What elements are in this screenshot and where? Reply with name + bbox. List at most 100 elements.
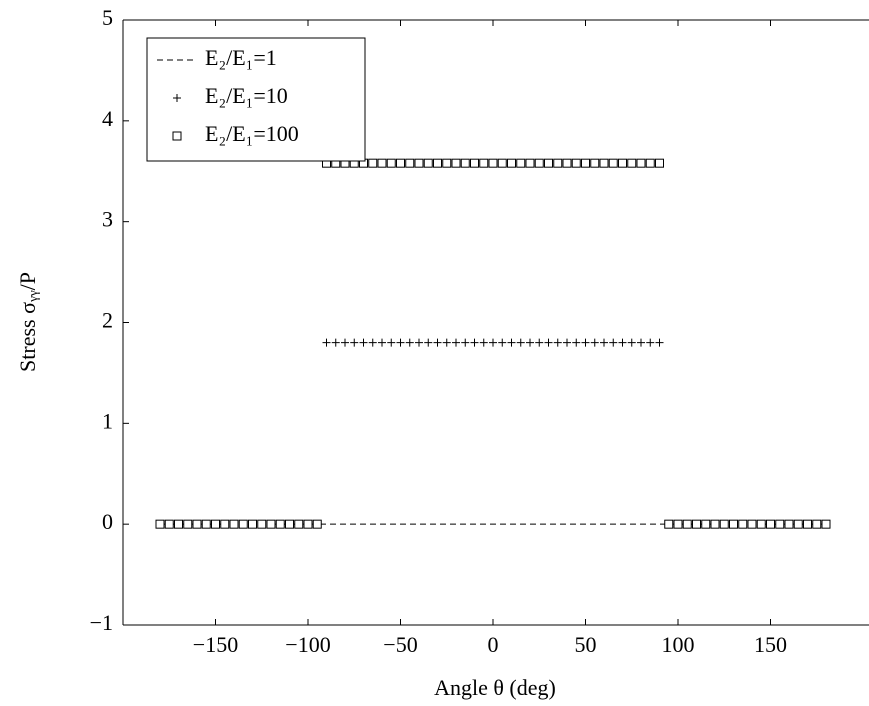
square-marker	[201, 519, 211, 529]
x-tick-label: −100	[285, 632, 330, 657]
square-marker	[479, 158, 489, 168]
square-marker	[692, 519, 701, 529]
plus-marker	[544, 338, 553, 347]
square-marker	[544, 158, 553, 168]
square-marker	[470, 158, 479, 168]
plus-marker	[590, 338, 599, 347]
plus-marker	[452, 338, 460, 347]
plus-marker	[581, 338, 590, 347]
plus-marker	[572, 338, 581, 347]
square-marker	[488, 158, 498, 168]
square-marker	[821, 519, 831, 529]
plus-marker	[405, 338, 414, 347]
square-marker	[803, 519, 812, 529]
plus-marker	[655, 338, 664, 347]
square-marker	[599, 158, 609, 168]
square-marker	[257, 519, 267, 529]
square-marker	[701, 519, 711, 529]
square-marker	[793, 519, 803, 529]
square-marker	[655, 158, 664, 168]
plus-marker	[368, 338, 377, 347]
square-marker	[627, 158, 637, 168]
square-marker	[294, 519, 304, 529]
square-marker	[673, 519, 683, 529]
square-marker	[155, 519, 165, 529]
x-tick-label: 0	[488, 632, 499, 657]
square-marker	[266, 519, 276, 529]
square-marker	[608, 158, 618, 168]
plus-marker	[415, 338, 423, 347]
square-marker	[368, 158, 378, 168]
plus-marker	[498, 338, 507, 347]
legend-box	[146, 37, 366, 162]
square-marker	[275, 519, 285, 529]
square-marker	[812, 519, 822, 529]
square-marker	[682, 519, 692, 529]
square-marker	[405, 158, 415, 168]
square-marker	[164, 519, 174, 529]
plus-marker	[618, 338, 627, 347]
square-marker	[174, 519, 183, 529]
square-marker	[229, 519, 239, 529]
square-marker	[766, 519, 775, 529]
y-tick-label: 3	[102, 207, 113, 232]
square-marker	[451, 158, 461, 168]
plus-marker	[627, 338, 636, 347]
plus-marker	[535, 338, 544, 347]
square-marker	[562, 158, 572, 168]
y-tick-label: 1	[102, 408, 113, 433]
plus-marker	[442, 338, 451, 347]
square-marker	[756, 519, 766, 529]
square-marker	[442, 158, 452, 168]
plus-marker	[516, 338, 525, 347]
square-marker	[433, 158, 442, 168]
square-marker	[784, 519, 794, 529]
square-marker	[664, 519, 674, 529]
plus-marker	[461, 338, 470, 347]
square-marker	[710, 519, 720, 529]
y-tick-label: 2	[102, 308, 113, 333]
square-marker	[581, 158, 590, 168]
square-marker	[525, 158, 535, 168]
plus-marker	[331, 338, 340, 347]
square-marker	[645, 158, 655, 168]
legend-label: E₂/E₁=10	[205, 83, 288, 108]
x-axis-label: Angle θ (deg)	[434, 675, 556, 700]
square-marker	[738, 519, 748, 529]
plus-marker	[637, 338, 645, 347]
y-tick-label: 4	[102, 106, 113, 131]
x-tick-label: −50	[383, 632, 417, 657]
plus-marker	[507, 338, 516, 347]
square-marker	[507, 158, 516, 168]
plus-marker	[378, 338, 386, 347]
x-tick-label: 100	[662, 632, 695, 657]
legend-label: E₂/E₁=1	[205, 45, 277, 70]
y-tick-label: −1	[90, 610, 113, 635]
y-tick-label: 0	[102, 509, 113, 534]
plus-marker	[322, 338, 331, 347]
square-marker	[618, 158, 627, 168]
plus-marker	[646, 338, 655, 347]
x-tick-label: 150	[754, 632, 787, 657]
square-marker	[248, 519, 257, 529]
plus-marker	[489, 338, 497, 347]
square-marker	[192, 519, 202, 529]
plus-marker	[600, 338, 608, 347]
square-marker	[775, 519, 785, 529]
square-marker	[285, 519, 294, 529]
plus-marker	[553, 338, 562, 347]
square-marker	[571, 158, 581, 168]
plus-marker	[359, 338, 368, 347]
square-marker	[460, 158, 470, 168]
square-marker	[312, 519, 322, 529]
square-marker	[729, 519, 738, 529]
plus-marker	[396, 338, 405, 347]
square-marker	[534, 158, 544, 168]
square-marker	[747, 519, 757, 529]
plus-marker	[609, 338, 618, 347]
legend-swatch	[172, 131, 182, 141]
square-marker	[516, 158, 526, 168]
square-marker	[220, 519, 230, 529]
plus-marker	[470, 338, 479, 347]
